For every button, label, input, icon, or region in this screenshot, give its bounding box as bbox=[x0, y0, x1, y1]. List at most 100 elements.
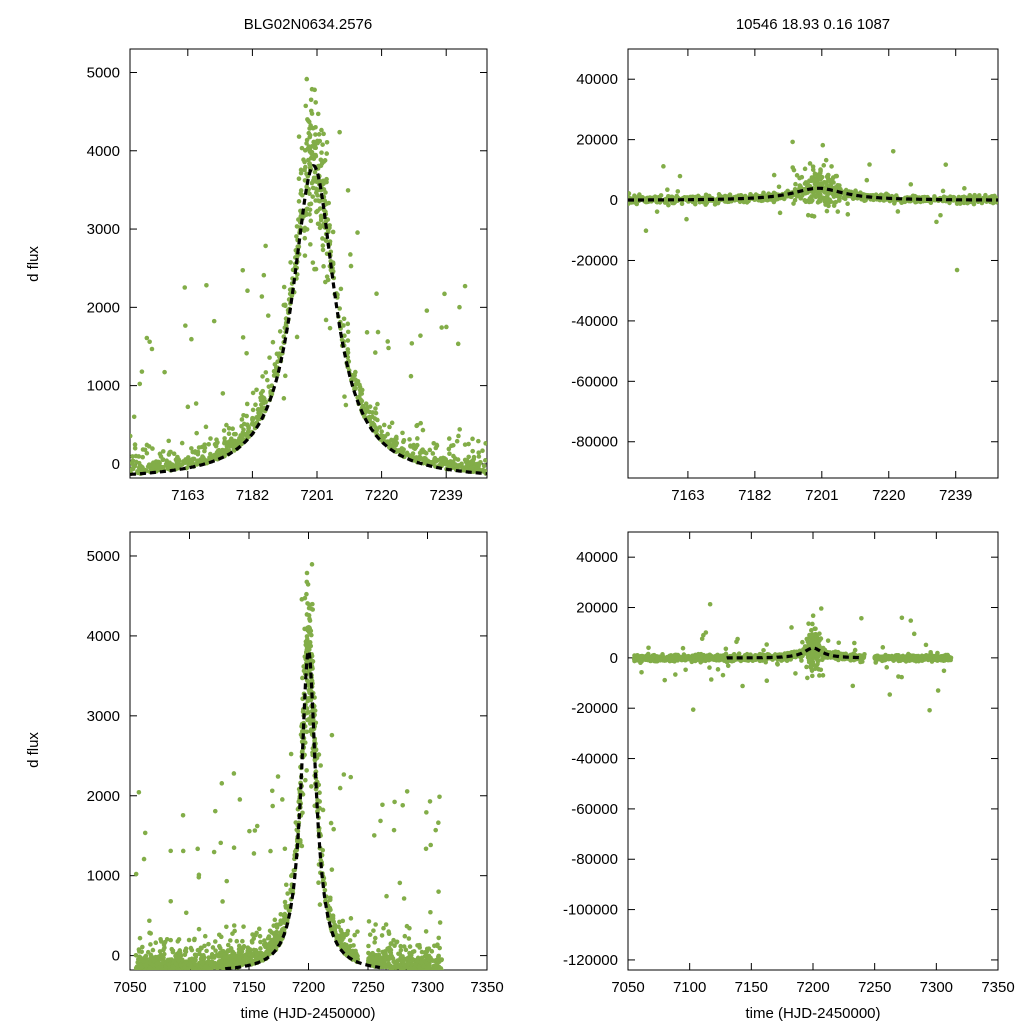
data-point bbox=[305, 582, 311, 587]
data-point bbox=[240, 267, 246, 273]
data-point bbox=[199, 444, 205, 450]
data-point bbox=[253, 947, 259, 953]
data-point bbox=[385, 339, 391, 344]
data-point bbox=[337, 785, 343, 791]
data-point bbox=[323, 209, 328, 215]
data-point bbox=[206, 959, 212, 965]
data-point bbox=[270, 945, 275, 951]
data-point bbox=[392, 943, 397, 949]
data-point bbox=[309, 86, 315, 92]
data-point bbox=[348, 774, 354, 780]
data-point bbox=[401, 962, 407, 968]
data-point bbox=[139, 369, 145, 374]
data-point bbox=[252, 828, 258, 833]
data-point bbox=[398, 966, 404, 970]
data-point bbox=[411, 949, 417, 954]
data-point bbox=[373, 410, 379, 416]
data-point bbox=[337, 129, 342, 135]
data-point bbox=[304, 184, 309, 190]
data-point bbox=[802, 166, 808, 172]
data-point bbox=[241, 957, 247, 963]
data-point bbox=[407, 944, 413, 949]
plot-frame bbox=[627, 48, 999, 479]
data-point bbox=[317, 790, 322, 796]
data-point bbox=[306, 144, 312, 149]
data-point bbox=[423, 846, 429, 852]
data-point bbox=[653, 195, 659, 201]
data-point bbox=[213, 455, 219, 460]
data-point bbox=[269, 940, 275, 946]
data-point bbox=[310, 607, 316, 612]
data-point bbox=[226, 948, 232, 954]
data-point bbox=[283, 882, 289, 888]
data-point bbox=[307, 721, 313, 726]
data-point bbox=[339, 943, 344, 949]
data-point bbox=[166, 962, 172, 967]
data-point bbox=[947, 194, 953, 199]
data-point bbox=[468, 460, 474, 466]
data-point bbox=[151, 957, 157, 963]
data-point bbox=[304, 634, 310, 639]
data-point bbox=[194, 430, 199, 436]
data-point bbox=[151, 464, 157, 469]
plot-frame bbox=[129, 531, 488, 971]
data-point bbox=[366, 943, 371, 949]
data-point bbox=[348, 263, 354, 269]
data-point bbox=[340, 918, 346, 924]
data-point bbox=[439, 967, 444, 970]
data-point bbox=[160, 457, 166, 463]
x-tick-label: 7150 bbox=[735, 979, 768, 996]
data-point bbox=[298, 188, 304, 193]
data-point bbox=[376, 948, 381, 953]
data-point bbox=[140, 454, 145, 460]
data-point bbox=[151, 460, 156, 465]
data-point bbox=[439, 325, 444, 330]
data-point bbox=[414, 422, 420, 428]
data-point bbox=[391, 937, 396, 943]
x-tick-label: 7300 bbox=[920, 979, 953, 996]
data-point bbox=[176, 937, 182, 942]
data-point bbox=[343, 932, 349, 938]
y-tick-label: 5000 bbox=[87, 548, 120, 565]
data-point bbox=[282, 846, 288, 852]
data-point bbox=[261, 272, 267, 278]
data-point bbox=[186, 937, 192, 943]
data-point bbox=[320, 142, 325, 147]
data-point bbox=[932, 194, 937, 199]
y-tick-label: 1000 bbox=[87, 868, 120, 885]
data-point bbox=[908, 618, 914, 623]
data-point bbox=[443, 457, 449, 462]
data-point bbox=[400, 802, 406, 808]
data-point bbox=[424, 810, 429, 815]
data-point bbox=[310, 194, 316, 199]
data-point bbox=[283, 323, 289, 329]
y-tick-label: -40000 bbox=[571, 751, 618, 768]
data-point bbox=[182, 460, 188, 466]
data-point bbox=[431, 440, 437, 446]
data-point bbox=[338, 286, 344, 292]
data-point bbox=[263, 370, 269, 375]
data-point bbox=[325, 38, 330, 43]
data-point bbox=[426, 956, 431, 962]
data-point bbox=[197, 964, 202, 969]
data-point bbox=[317, 198, 323, 204]
data-point bbox=[775, 196, 780, 202]
data-point bbox=[321, 264, 326, 269]
data-point bbox=[812, 181, 818, 186]
data-point bbox=[324, 179, 329, 185]
data-point bbox=[308, 97, 314, 103]
data-point bbox=[311, 175, 317, 181]
data-point bbox=[411, 966, 417, 970]
data-point bbox=[236, 955, 242, 961]
data-point bbox=[418, 420, 423, 426]
data-point bbox=[884, 665, 890, 670]
data-point bbox=[380, 802, 385, 808]
data-point bbox=[407, 925, 412, 931]
data-point bbox=[351, 943, 356, 948]
data-point bbox=[406, 936, 412, 941]
y-tick-label: 0 bbox=[610, 192, 618, 209]
data-point bbox=[247, 828, 252, 834]
data-point bbox=[316, 221, 322, 227]
data-point bbox=[430, 451, 436, 456]
data-point bbox=[298, 170, 304, 176]
